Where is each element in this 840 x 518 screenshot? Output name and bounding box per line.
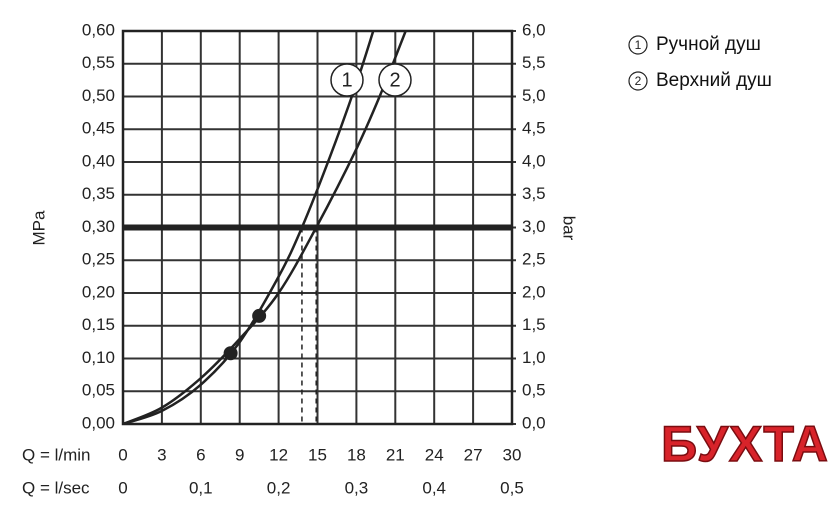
y2-tick-label: 3,5: [522, 184, 546, 203]
x-axis-label: Q = l/min: [22, 445, 91, 464]
legend-circle: [628, 35, 648, 55]
curve: [123, 31, 375, 424]
y-tick-label: 0,05: [82, 381, 115, 400]
x-tick-label: 3: [157, 445, 166, 464]
y-axis-label: MPa: [29, 210, 48, 246]
x-tick-label: 18: [347, 445, 366, 464]
y2-tick-label: 2,5: [522, 250, 546, 269]
y2-axis-label: bar: [560, 216, 579, 241]
marker: [223, 346, 238, 361]
x-tick-label: 15: [308, 445, 327, 464]
x2-tick-label: 0,5: [500, 478, 524, 497]
y-tick-label: 0,35: [82, 184, 115, 203]
y-tick-label: 0,60: [82, 20, 115, 39]
curve: [123, 31, 407, 424]
x-tick-label: 27: [464, 445, 483, 464]
y-tick-label: 0,20: [82, 282, 115, 301]
x2-tick-label: 0,3: [345, 478, 369, 497]
x-tick-label: 0: [118, 445, 127, 464]
y2-tick-label: 4,0: [522, 151, 546, 170]
x-tick-label: 30: [503, 445, 522, 464]
y-tick-label: 0,55: [82, 53, 115, 72]
curve-label-circle: [330, 63, 364, 97]
x-tick-label: 12: [269, 445, 288, 464]
y-tick-label: 0,45: [82, 119, 115, 138]
y2-tick-label: 5,5: [522, 53, 546, 72]
y-tick-label: 0,00: [82, 413, 115, 432]
y-tick-label: 0,30: [82, 217, 115, 236]
x-tick-label: 24: [425, 445, 444, 464]
y2-tick-label: 3,0: [522, 217, 546, 236]
x-tick-label: 6: [196, 445, 205, 464]
y2-tick-label: 0,5: [522, 381, 546, 400]
y2-tick-label: 0,0: [522, 413, 546, 432]
y2-tick-label: 2,0: [522, 282, 546, 301]
legend-number: 2: [635, 74, 642, 88]
watermark: БУХТА: [661, 416, 829, 472]
curve-label: 2: [389, 69, 400, 91]
y-tick-label: 0,50: [82, 86, 115, 105]
legend-label: Ручной душ: [656, 34, 761, 55]
y2-tick-label: 5,0: [522, 86, 546, 105]
curve-label-circle: [378, 63, 412, 97]
y2-tick-label: 1,5: [522, 315, 546, 334]
curve-label: 1: [341, 69, 352, 91]
y2-tick-label: 1,0: [522, 348, 546, 367]
x2-tick-label: 0,1: [189, 478, 213, 497]
legend-label: Верхний душ: [656, 70, 772, 91]
x2-tick-label: 0,4: [422, 478, 446, 497]
y-tick-label: 0,25: [82, 250, 115, 269]
x2-tick-label: 0,2: [267, 478, 291, 497]
x-tick-label: 21: [386, 445, 405, 464]
y-tick-label: 0,40: [82, 151, 115, 170]
y-tick-label: 0,10: [82, 348, 115, 367]
x2-axis-label: Q = l/sec: [22, 478, 90, 497]
marker: [252, 308, 267, 323]
y-tick-label: 0,15: [82, 315, 115, 334]
x2-tick-label: 0: [118, 478, 127, 497]
legend-number: 1: [635, 38, 642, 52]
y2-tick-label: 6,0: [522, 20, 546, 39]
y2-tick-label: 4,5: [522, 119, 546, 138]
legend-circle: [628, 71, 648, 91]
x-tick-label: 9: [235, 445, 244, 464]
plot-area: [123, 31, 407, 424]
